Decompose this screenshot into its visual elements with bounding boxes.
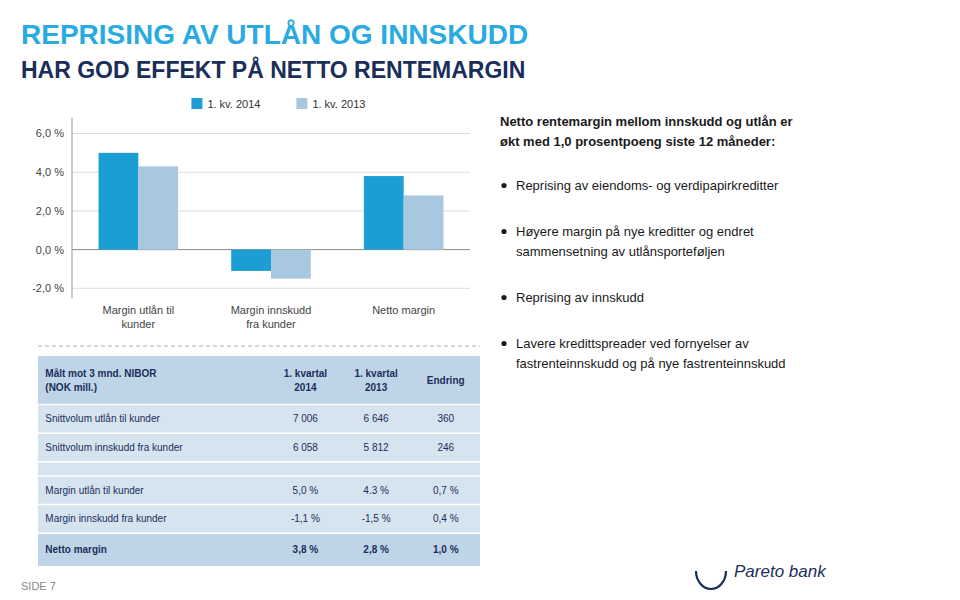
bullet-text-line: Lavere kredittspreader ved fornyelser av: [516, 336, 749, 351]
bar: [271, 250, 311, 279]
y-axis-line: [72, 118, 73, 298]
bullet-dot: [501, 295, 506, 300]
bullet-text-line: Høyere margin på nye kreditter og endret: [516, 224, 754, 239]
logo-text: Pareto bank: [734, 562, 827, 581]
table-header: Målt mot 3 mnd. NIBOR (NOK mill.): [45, 368, 157, 393]
table-cell: Netto margin: [45, 544, 107, 555]
bar: [99, 153, 139, 250]
grid-line: [72, 288, 470, 289]
bullet-dot: [501, 183, 506, 188]
table-cell: Snittvolum utlån til kunder: [45, 413, 160, 424]
bullet-text: Høyere margin på nye kreditter og endret…: [516, 224, 754, 259]
table-column-header-line: 2013: [365, 382, 388, 393]
table-cell: 5,0 %: [293, 485, 319, 496]
table-row-separator: [38, 532, 480, 534]
x-tick-label-line: fra kunder: [246, 318, 296, 330]
bars: [99, 153, 444, 279]
bar-chart: -2,0 % 0,0 % 2,0 % 4,0 % 6,0 % Margin utlån t…: [32, 98, 470, 331]
y-tick-label: 2,0 %: [36, 205, 64, 217]
bar: [364, 176, 404, 250]
table-cell: 0,4 %: [433, 513, 459, 524]
y-tick-label: 0,0 %: [36, 244, 64, 256]
x-tick-label-line: kunder: [122, 318, 156, 330]
table-row-separator: [38, 504, 480, 506]
table-column-header-line: 2014: [294, 382, 317, 393]
page-title-line: REPRISING AV UTLÅN OG INNSKUDD: [21, 19, 528, 50]
x-tick-label: Margin innskudd fra kunder: [231, 304, 312, 330]
x-tick-label-line: Netto margin: [372, 304, 435, 316]
table-cell: -1,5 %: [362, 513, 391, 524]
table-row-separator: [38, 461, 480, 463]
legend: 1. kv. 2014 1. kv. 2013: [191, 98, 365, 110]
table-cell: 6 646: [364, 413, 389, 424]
legend-label: 1. kv. 2013: [312, 98, 365, 110]
table-column-header: Endring: [427, 375, 465, 386]
logo-arc: [696, 571, 726, 589]
table-cell: 3,8 %: [293, 544, 319, 555]
bar: [231, 250, 271, 271]
table-cell: Margin utlån til kunder: [45, 485, 144, 496]
logo: Pareto bank: [696, 562, 827, 589]
bullet-text: Lavere kredittspreader ved fornyelser av…: [516, 336, 786, 371]
panel-title: Netto rentemargin mellom innskudd og utl…: [500, 114, 793, 149]
table-cell: 360: [437, 413, 454, 424]
page: REPRISING AV UTLÅN OG INNSKUDD HAR GOD EF…: [0, 0, 960, 600]
table-column-header: 1. kvartal 2013: [354, 368, 398, 393]
table-total-bg: [38, 533, 480, 566]
bullet-text: Reprising av eiendoms- og verdipapirkred…: [516, 178, 779, 193]
table: Målt mot 3 mnd. NIBOR (NOK mill.) 1. kvart…: [38, 356, 480, 566]
x-tick-label: Netto margin: [372, 304, 435, 316]
table-header-bg: [38, 356, 480, 405]
panel-title-line: økt med 1,0 prosentpoeng siste 12 månede…: [500, 134, 775, 149]
table-cell: Margin innskudd fra kunder: [45, 513, 167, 524]
bullet-text-line: fastrenteinnskudd og på nye fastrenteinn…: [516, 356, 786, 371]
table-cell: 5 812: [364, 442, 389, 453]
bullet-dot: [501, 229, 506, 234]
y-tick-label: 6,0 %: [36, 127, 64, 139]
table-row-separator: [38, 404, 480, 406]
table-bg: [38, 356, 480, 566]
grid-line: [72, 133, 470, 134]
bullet-text-line: Reprising av innskudd: [516, 290, 644, 305]
table-column-header: 1. kvartal 2014: [284, 368, 328, 393]
text-panel: Netto rentemargin mellom innskudd og utl…: [500, 114, 793, 371]
x-tick-label-line: Margin innskudd: [231, 304, 312, 316]
table-cell: 2,8 %: [363, 544, 389, 555]
y-tick-label: -2,0 %: [32, 282, 64, 294]
table-cell: Snittvolum innskudd fra kunder: [45, 442, 183, 453]
page-label: SIDE 7: [21, 580, 56, 592]
bullet-text-line: sammensetning av utlånsporteføljen: [516, 244, 725, 259]
grid: [72, 133, 470, 288]
table-column-header-line: 1. kvartal: [284, 368, 328, 379]
legend-swatch: [296, 98, 307, 109]
table-cell: 4.3 %: [363, 485, 389, 496]
bullet-dot: [501, 341, 506, 346]
legend-swatch: [191, 98, 202, 109]
bar: [404, 195, 444, 249]
table-column-header-line: Endring: [427, 375, 465, 386]
bullet-text-line: Reprising av eiendoms- og verdipapirkred…: [516, 178, 779, 193]
table-cell: 7 006: [293, 413, 318, 424]
table-row-separator: [38, 432, 480, 434]
table-row-separator: [38, 475, 480, 477]
table-cell: 6 058: [293, 442, 318, 453]
table-header-line: Målt mot 3 mnd. NIBOR: [45, 368, 157, 379]
legend-label: 1. kv. 2014: [207, 98, 260, 110]
table-header-line: (NOK mill.): [45, 382, 97, 393]
y-tick-label: 4,0 %: [36, 166, 64, 178]
bar: [138, 166, 178, 249]
page-title: REPRISING AV UTLÅN OG INNSKUDD: [21, 19, 528, 50]
x-tick-label-line: Margin utlån til: [103, 304, 175, 316]
bullet-text: Reprising av innskudd: [516, 290, 644, 305]
table-cell: 1,0 %: [433, 544, 459, 555]
table-column-header-line: 1. kvartal: [354, 368, 398, 379]
separator: [38, 346, 480, 347]
panel-title-line: Netto rentemargin mellom innskudd og utl…: [500, 114, 793, 129]
page-subtitle-line: HAR GOD EFFEKT PÅ NETTO RENTEMARGIN: [21, 56, 525, 83]
table-cell: 246: [437, 442, 454, 453]
page-subtitle: HAR GOD EFFEKT PÅ NETTO RENTEMARGIN: [21, 56, 525, 83]
table-cell: 0,7 %: [433, 485, 459, 496]
table-cell: -1,1 %: [291, 513, 320, 524]
x-tick-label: Margin utlån til kunder: [103, 304, 175, 330]
